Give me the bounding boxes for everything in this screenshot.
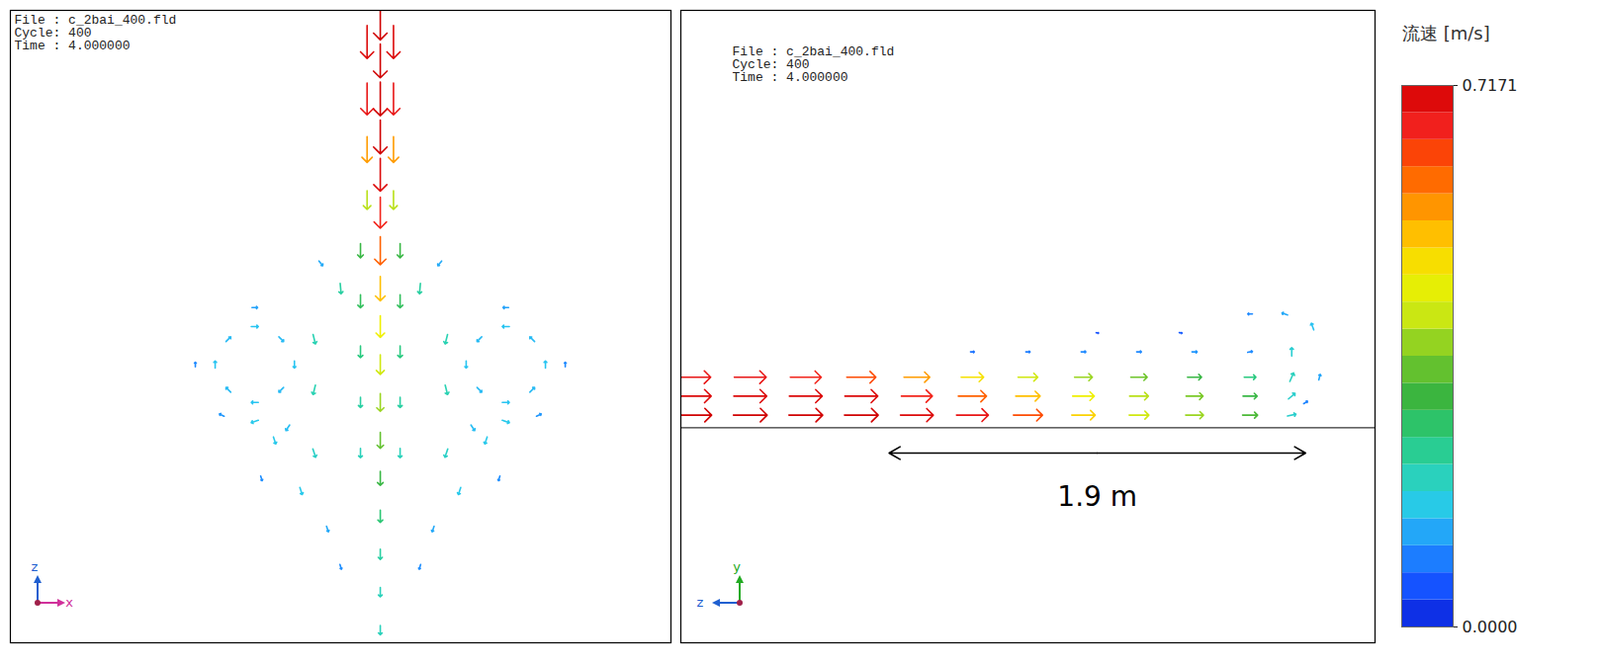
svg-text:0.7171: 0.7171	[1462, 76, 1518, 95]
svg-text:File : c_2bai_400.fldCycle: 40: File : c_2bai_400.fldCycle: 400Time : 4.…	[732, 44, 895, 86]
svg-text:x: x	[65, 595, 74, 611]
svg-text:z: z	[31, 559, 39, 575]
html-text:流速 [m/s]: 流速 [m/s]	[1402, 22, 1491, 44]
svg-text:0.0000: 0.0000	[1462, 618, 1518, 637]
svg-text:1.9 m: 1.9 m	[1057, 480, 1138, 514]
svg-text:z: z	[697, 595, 705, 611]
svg-text:y: y	[732, 559, 741, 575]
svg-text:File : c_2bai_400.fldCycle: 40: File : c_2bai_400.fldCycle: 400Time : 4.…	[14, 12, 178, 54]
